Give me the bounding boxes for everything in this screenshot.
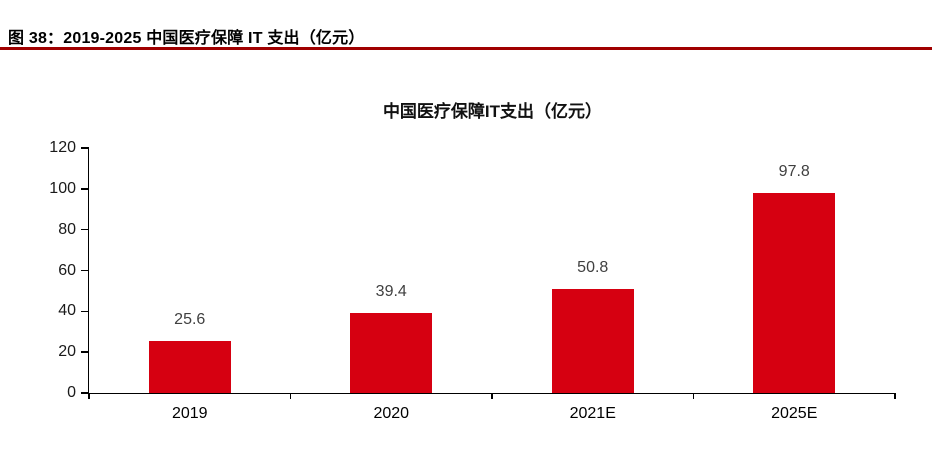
y-axis-tick-label: 60	[58, 261, 76, 279]
x-axis-category-label: 2021E	[569, 405, 616, 422]
y-axis-tick	[81, 392, 88, 394]
bar-value-label: 25.6	[174, 310, 206, 328]
y-axis-tick-label: 120	[49, 139, 76, 156]
bar	[148, 340, 231, 393]
x-axis-tick	[692, 393, 695, 399]
y-axis-tick-label: 40	[58, 302, 76, 320]
y-axis-tick-label: 20	[58, 343, 76, 361]
x-axis-tick	[88, 393, 90, 399]
chart-title: 中国医疗保障IT支出（亿元）	[382, 102, 603, 121]
y-axis-tick	[81, 310, 88, 313]
figure-caption: 图 38：2019-2025 中国医疗保障 IT 支出（亿元）	[8, 30, 365, 47]
x-axis-tick	[491, 393, 493, 399]
y-axis-tick	[81, 188, 88, 190]
x-axis-tick	[289, 393, 292, 399]
y-axis-tick	[81, 228, 88, 231]
caption-rule	[0, 47, 932, 50]
bar	[753, 193, 836, 393]
y-axis-tick-label: 100	[49, 179, 76, 197]
bar-value-label: 97.8	[778, 163, 810, 181]
y-axis-line	[87, 147, 89, 394]
bar-value-label: 39.4	[375, 282, 407, 300]
x-axis-category-label: 2019	[171, 405, 208, 422]
y-axis-tick-label: 0	[67, 384, 76, 401]
x-axis-category-label: 2020	[373, 405, 410, 422]
y-axis-tick	[81, 269, 88, 272]
bar	[551, 289, 634, 393]
x-axis-category-label: 2025E	[771, 405, 818, 422]
y-axis-tick	[81, 351, 88, 353]
x-axis-tick	[894, 393, 896, 399]
bar	[350, 312, 433, 393]
y-axis-tick-label: 80	[58, 220, 76, 238]
y-axis-tick	[81, 147, 88, 149]
bar-value-label: 50.8	[577, 259, 609, 277]
